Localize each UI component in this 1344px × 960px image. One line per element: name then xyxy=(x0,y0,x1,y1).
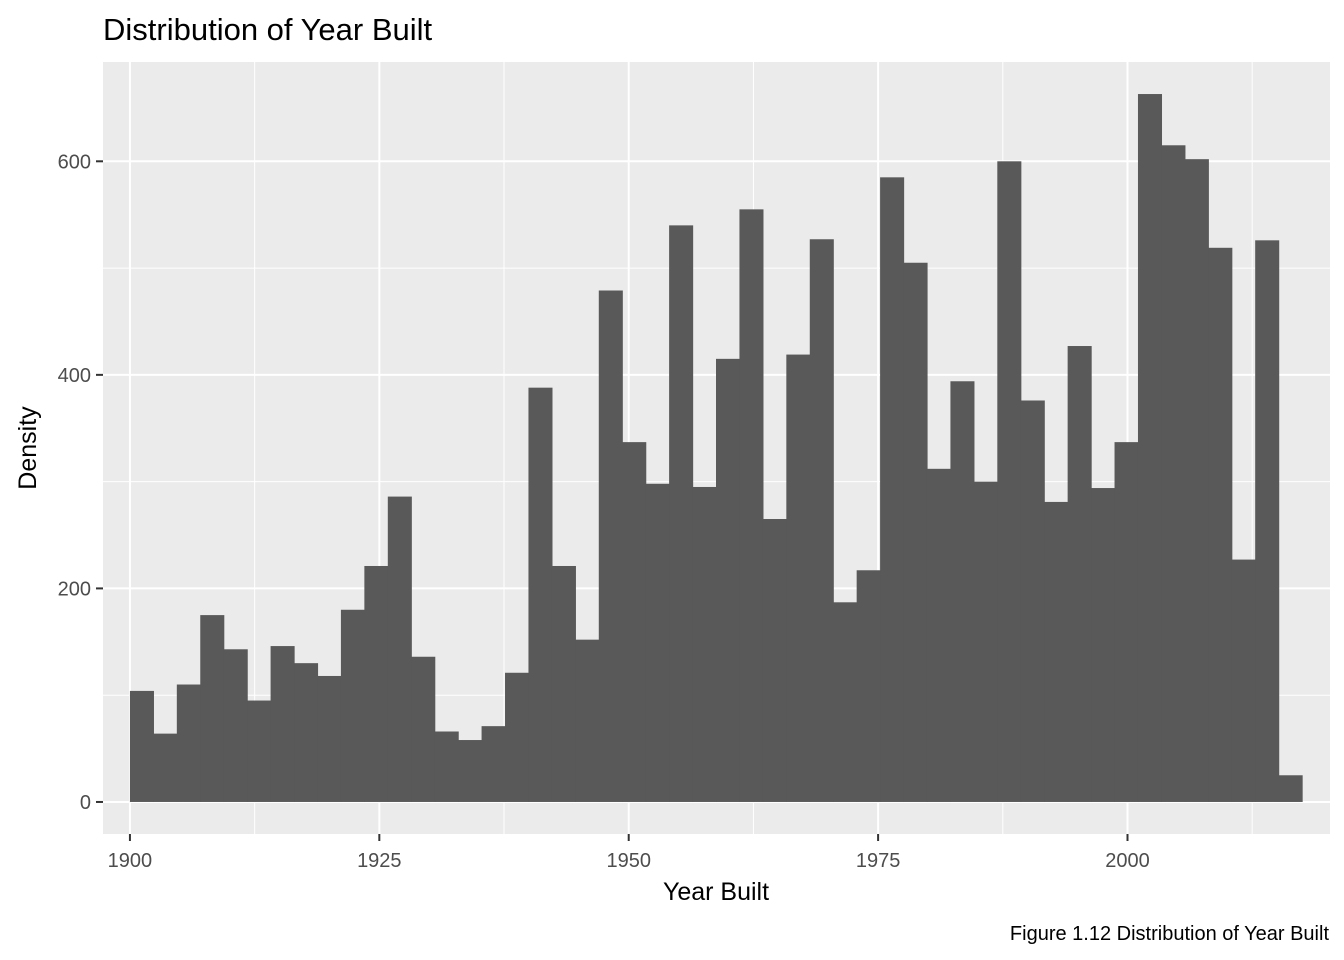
x-tick-label: 1900 xyxy=(108,850,153,872)
histogram-bar xyxy=(223,649,248,802)
histogram-bar xyxy=(622,442,647,802)
histogram-bar xyxy=(1255,240,1280,802)
x-axis-title: Year Built xyxy=(663,878,769,906)
histogram-bar xyxy=(387,496,412,802)
histogram-bar xyxy=(1231,559,1256,802)
histogram-bar xyxy=(247,700,272,802)
histogram-bar xyxy=(294,663,319,802)
x-tick-label: 2000 xyxy=(1105,850,1150,872)
histogram-bar xyxy=(1091,488,1116,802)
x-tick-label: 1950 xyxy=(606,850,651,872)
y-tick-label: 400 xyxy=(58,365,91,387)
bars xyxy=(129,94,1303,802)
histogram-bar xyxy=(364,565,389,802)
x-tick-label: 1925 xyxy=(357,850,402,872)
histogram-bar xyxy=(434,731,459,802)
y-tick-label: 0 xyxy=(80,792,91,814)
histogram-bar xyxy=(950,381,975,802)
histogram-bar xyxy=(997,161,1022,802)
histogram-bar xyxy=(200,615,225,802)
histogram-bar xyxy=(1044,501,1069,802)
histogram-bar xyxy=(1208,247,1233,802)
histogram-bar xyxy=(692,486,717,802)
histogram-bar xyxy=(903,262,928,802)
histogram-bar xyxy=(880,177,905,802)
histogram-bar xyxy=(458,740,483,802)
histogram-bar xyxy=(973,481,998,802)
histogram-bar xyxy=(1161,145,1186,802)
histogram-bar xyxy=(739,209,764,802)
histogram-bar xyxy=(317,675,342,802)
figure-caption: Figure 1.12 Distribution of Year Built xyxy=(1010,923,1330,945)
histogram-bar xyxy=(833,602,858,802)
histogram-bar xyxy=(598,290,623,802)
x-axis-ticks: 1900 1925 1950 1975 2000 xyxy=(108,834,1150,872)
histogram-bar xyxy=(551,565,576,802)
histogram-bar xyxy=(270,646,295,802)
histogram-bar xyxy=(1278,775,1303,802)
histogram-bar xyxy=(1067,346,1092,802)
y-axis-ticks: 0 200 400 600 xyxy=(58,151,103,814)
x-tick-label: 1975 xyxy=(856,850,901,872)
histogram-bar xyxy=(528,387,553,802)
histogram-bar xyxy=(1114,442,1139,802)
histogram-bar xyxy=(786,354,811,802)
y-tick-label: 600 xyxy=(58,151,91,173)
histogram-bar xyxy=(129,690,154,802)
histogram-bar xyxy=(856,570,881,802)
histogram-bar xyxy=(645,483,670,802)
histogram-bar xyxy=(669,225,694,802)
histogram-bar xyxy=(1184,159,1209,802)
histogram-bar xyxy=(926,468,952,802)
histogram-bar xyxy=(716,358,741,802)
histogram-bar xyxy=(1137,94,1163,802)
y-axis-title: Density xyxy=(14,406,42,490)
histogram-bar xyxy=(153,733,178,802)
histogram-bar xyxy=(176,684,201,802)
histogram-bar xyxy=(340,609,365,802)
histogram-bar xyxy=(575,639,600,802)
histogram-bar xyxy=(1020,400,1045,802)
histogram-bar xyxy=(411,656,436,802)
y-tick-label: 200 xyxy=(58,578,91,600)
histogram-bar xyxy=(481,726,506,802)
chart-title: Distribution of Year Built xyxy=(103,12,433,47)
histogram-bar xyxy=(809,239,834,802)
histogram-bar xyxy=(762,519,787,802)
histogram-bar xyxy=(505,672,530,802)
